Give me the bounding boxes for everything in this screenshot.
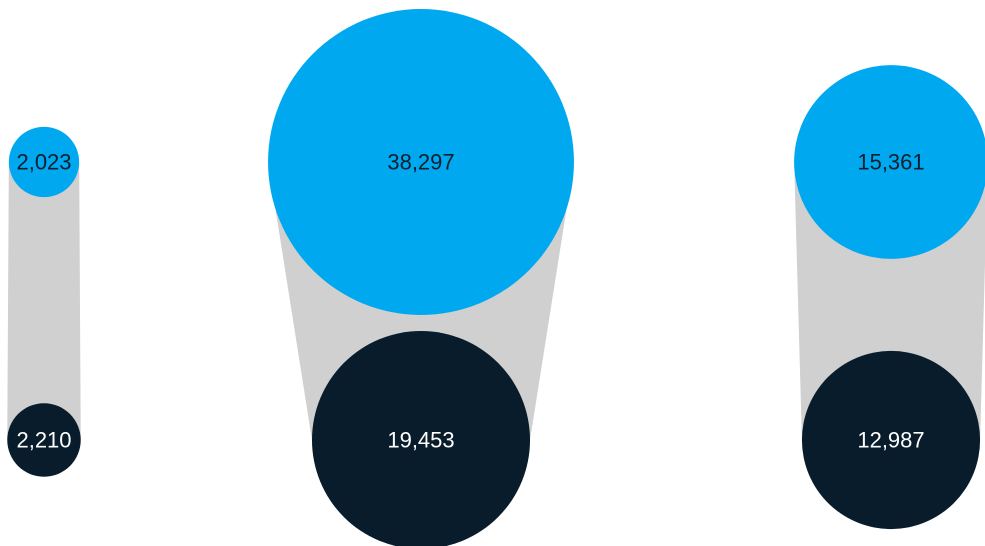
bubble-top-label-2: 38,297 <box>387 150 454 175</box>
bubble-top-3 <box>794 65 985 259</box>
bubble-top-1 <box>8 126 80 198</box>
bubble-bottom-label-1: 2,210 <box>16 428 71 453</box>
bubble-top-label-1: 2,023 <box>16 150 71 175</box>
bubble-bottom-label-2: 19,453 <box>387 428 454 453</box>
connector-1 <box>7 162 81 440</box>
bubble-top-label-3: 15,361 <box>857 150 924 175</box>
bubble-bottom-2 <box>312 331 530 546</box>
bubble-top-2 <box>268 9 574 315</box>
bubbles-layer <box>7 9 985 546</box>
bubble-bottom-3 <box>801 350 981 530</box>
bubble-bottom-label-3: 12,987 <box>857 428 924 453</box>
bubble-bottom-1 <box>7 403 81 477</box>
labels-layer: 2,023 2,210 38,297 19,453 15,361 12,987 <box>16 150 924 453</box>
